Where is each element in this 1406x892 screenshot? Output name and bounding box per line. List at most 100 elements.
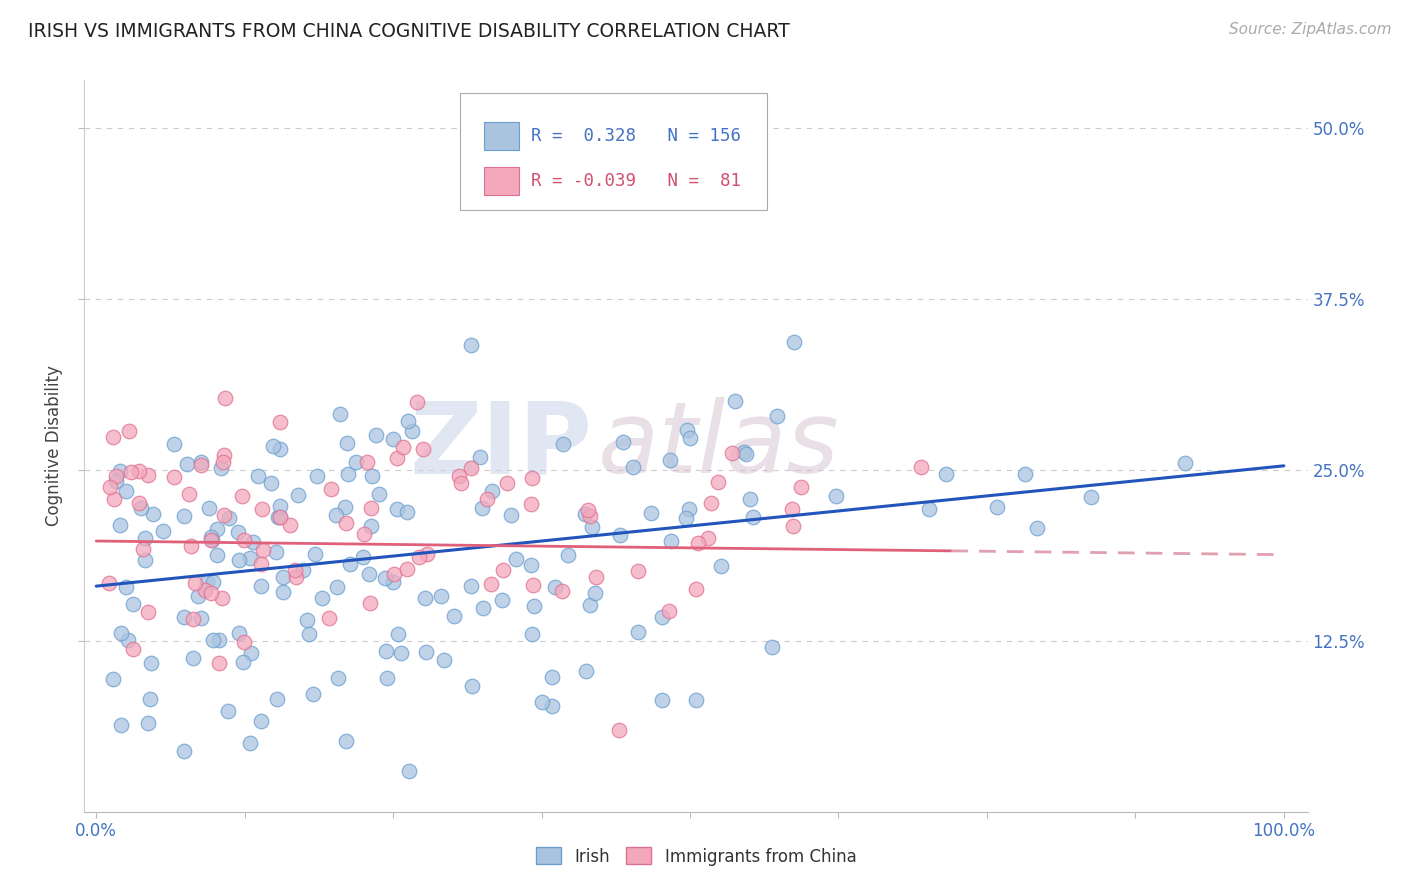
Point [326,671,349,685]
Point [381,574,404,589]
Point [136,716,159,731]
Point [271,585,294,599]
Point [117,633,139,648]
Point [790,480,813,494]
Point [105,474,128,488]
Point [721,446,744,460]
Point [200,585,222,599]
Point [678,501,700,516]
Point [325,508,347,522]
Point [627,625,650,640]
Point [430,589,453,603]
Point [190,455,212,469]
Point [104,468,127,483]
Point [627,564,650,578]
Point [162,437,184,451]
Point [336,467,359,482]
Point [307,469,329,483]
Point [214,508,236,522]
Point [269,442,291,456]
Point [416,547,439,561]
Point [741,510,763,524]
Point [128,496,150,510]
Point [574,507,596,521]
Point [298,627,321,641]
Point [910,460,932,475]
Point [359,595,381,609]
Point [676,424,699,438]
Point [986,500,1008,515]
Point [211,455,233,469]
Point [935,467,957,481]
Point [540,699,562,714]
Point [233,635,256,649]
Point [252,543,274,558]
Point [177,487,200,501]
Point [211,591,233,606]
Point [621,459,644,474]
Point [481,483,503,498]
Text: R =  0.328   N = 156: R = 0.328 N = 156 [531,127,741,145]
Point [353,527,375,541]
Point [364,428,387,442]
Point [385,502,408,516]
Point [551,437,574,451]
Point [352,550,374,565]
Point [1025,521,1047,535]
Point [321,483,343,497]
Point [262,439,284,453]
Point [520,471,543,485]
Point [190,611,212,625]
Point [110,718,132,732]
Point [395,561,418,575]
Point [200,533,222,548]
Point [579,509,602,524]
Point [499,508,522,523]
Point [1080,490,1102,504]
Point [267,510,290,524]
Point [491,592,513,607]
Point [198,501,221,516]
Point [408,550,430,565]
Point [103,672,125,686]
Point [173,744,195,758]
Point [659,452,682,467]
Point [658,604,681,618]
Text: ZIP: ZIP [409,398,592,494]
Point [406,394,429,409]
Point [382,566,405,581]
Point [782,519,804,533]
Point [659,534,682,549]
Point [214,391,236,405]
Point [136,467,159,482]
Point [205,548,228,562]
Point [329,407,352,421]
Point [447,469,470,483]
Point [246,468,269,483]
Y-axis label: Cognitive Disability: Cognitive Disability [45,366,63,526]
Point [114,580,136,594]
Point [284,563,307,577]
Point [187,590,209,604]
Bar [484,168,519,195]
Point [103,492,125,507]
Point [651,609,673,624]
Point [136,605,159,619]
Point [201,632,224,647]
Point [471,501,494,516]
Point [200,530,222,544]
Point [209,461,232,475]
Point [110,626,132,640]
Point [142,507,165,521]
Point [239,551,262,566]
Point [766,409,789,424]
Point [114,484,136,499]
Point [640,507,662,521]
Point [415,645,437,659]
Point [339,558,361,572]
Point [443,609,465,624]
Point [357,566,380,581]
Point [264,544,287,558]
Point [139,692,162,706]
Point [292,563,315,577]
